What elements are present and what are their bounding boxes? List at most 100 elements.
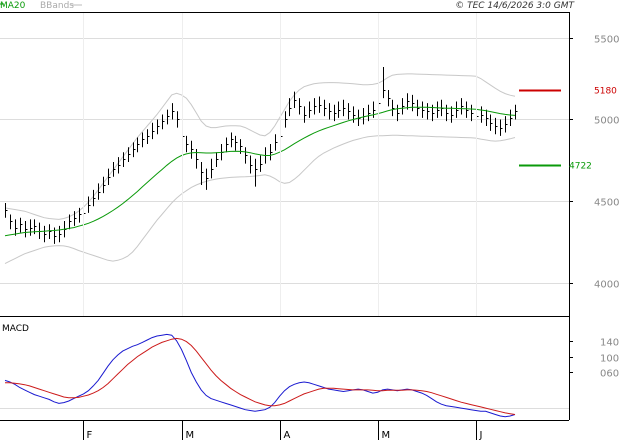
ma20-line [4, 106, 516, 237]
ohlc-bar [113, 162, 116, 177]
ohlc-bar [397, 104, 400, 122]
ohlc-bar [118, 157, 121, 174]
ohlc-bar [407, 93, 410, 110]
ohlc-bar [500, 119, 503, 136]
level-markers: 5180 4722 [519, 87, 617, 172]
ohlc-bar [466, 101, 469, 118]
ohlc-bar [471, 104, 474, 122]
ohlc-bar [157, 119, 160, 135]
ohlc-bar [451, 106, 454, 123]
ohlc-bar [392, 99, 395, 117]
macd-axis-ticks: 140 100 060 [569, 338, 619, 380]
macd-tick-label: 100 [600, 354, 619, 365]
legend-ma20-label: MA20 [0, 1, 26, 11]
ohlc-bar [343, 99, 346, 117]
ohlc-bar [49, 224, 52, 240]
ohlc-bar [304, 106, 307, 123]
ohlc-bar [461, 98, 464, 115]
ohlc-bar [147, 129, 150, 145]
ohlc-bar [412, 94, 415, 112]
ohlc-bar [137, 137, 140, 153]
header: MA20 BBands © TEC 14/6/2026 3:0 GMT [0, 1, 576, 11]
ohlc-bar [490, 114, 493, 131]
ohlc-bar [481, 106, 484, 123]
ohlc-bar [177, 111, 180, 128]
ohlc-bar [510, 109, 513, 127]
ohlc-bar [299, 98, 302, 115]
ohlc-bar [245, 147, 248, 164]
ohlc-bar [486, 109, 489, 127]
ohlc-bar [162, 114, 165, 130]
legend-bbands-label: BBands [40, 1, 74, 11]
price-axis-ticks: 4000 4500 5000 5500 [569, 35, 619, 291]
ohlc-bar [235, 135, 238, 151]
ohlc-bar [402, 98, 405, 115]
ohlc-bar [495, 117, 498, 135]
ohlc-bar [206, 168, 209, 190]
ohlc-bar [294, 91, 297, 108]
ohlc-bar [74, 211, 77, 226]
ohlc-bar [422, 101, 425, 118]
ohlc-bar [456, 101, 459, 118]
ohlc-bar [167, 109, 170, 125]
ohlc-bar [334, 104, 337, 122]
ohlc-bar [10, 214, 13, 230]
ohlc-bar [275, 134, 278, 151]
ohlc-bar [383, 67, 386, 99]
macd-tick-label: 060 [600, 369, 619, 380]
ohlc-bar [93, 189, 96, 207]
ohlc-bar [128, 147, 131, 163]
ohlc-bar [216, 152, 219, 167]
ohlc-bar [289, 98, 292, 117]
month-label: F [87, 430, 93, 440]
bbands-lower-line [4, 134, 516, 265]
macd-title: MACD [2, 324, 29, 334]
ohlc-bar [309, 101, 312, 118]
ohlc-bar [69, 214, 72, 230]
price-tick-label: 5000 [594, 116, 619, 127]
ohlc-bar [152, 122, 155, 140]
ohlc-bar [25, 221, 28, 238]
ohlc-bar [417, 99, 420, 117]
ohlc-bar [324, 99, 327, 117]
ohlc-bar [123, 152, 126, 167]
ohlc-bar [437, 101, 440, 118]
ohlc-bar [108, 168, 111, 185]
price-ohlc-bars [5, 67, 518, 244]
ohlc-bar [270, 144, 273, 161]
month-label: M [186, 430, 195, 440]
ohlc-bar [319, 96, 322, 113]
ohlc-bar [201, 162, 204, 185]
ohlc-bar [314, 98, 317, 115]
ohlc-bar [353, 106, 356, 123]
ohlc-bar [446, 104, 449, 122]
ohlc-bar [44, 225, 47, 243]
ohlc-bar [59, 225, 62, 243]
ohlc-bar [329, 103, 332, 120]
ohlc-bar [5, 202, 8, 218]
ohlc-bar [515, 104, 518, 120]
ohlc-bar [260, 155, 263, 172]
ohlc-bar [88, 196, 91, 213]
ohlc-bar [250, 155, 253, 174]
ohlc-bar [505, 116, 508, 133]
ohlc-bar [285, 111, 288, 128]
ohlc-bar [388, 89, 391, 107]
ohlc-bar [255, 158, 258, 187]
ohlc-bar [20, 217, 23, 233]
copyright-timestamp: © TEC 14/6/2026 3:0 GMT [455, 1, 575, 11]
price-panel: 4000 4500 5000 5500 5180 4722 [0, 12, 619, 317]
ohlc-bar [15, 219, 18, 236]
ohlc-bar [348, 103, 351, 120]
macd-tick-label: 140 [600, 338, 619, 349]
month-label: J [479, 430, 483, 440]
ohlc-bar [226, 137, 229, 153]
price-tick-label: 4500 [594, 198, 619, 209]
macd-panel: MACD 140 100 060 [0, 316, 619, 421]
price-gridlines [0, 38, 569, 284]
ohlc-bar [142, 132, 145, 148]
ohlc-bar [211, 158, 214, 179]
macd-line [4, 333, 516, 418]
